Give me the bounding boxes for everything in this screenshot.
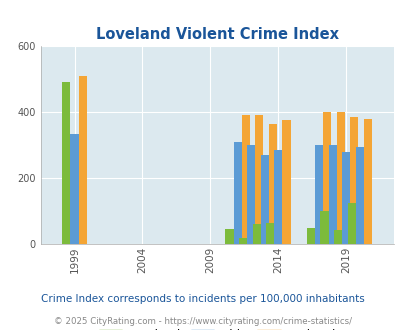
Bar	[79, 76, 87, 244]
Bar	[247, 145, 255, 244]
Bar	[274, 150, 282, 244]
Bar	[252, 224, 260, 244]
Bar	[328, 145, 336, 244]
Bar	[333, 230, 341, 244]
Title: Loveland Violent Crime Index: Loveland Violent Crime Index	[96, 27, 338, 42]
Bar	[255, 115, 263, 244]
Bar	[265, 223, 274, 244]
Bar	[260, 155, 268, 244]
Bar	[268, 124, 276, 244]
Bar	[336, 112, 344, 244]
Text: Crime Index corresponds to incidents per 100,000 inhabitants: Crime Index corresponds to incidents per…	[41, 294, 364, 304]
Bar	[225, 229, 233, 244]
Bar	[70, 134, 79, 244]
Bar	[239, 238, 247, 244]
Bar	[62, 82, 70, 244]
Legend: Loveland, Ohio, National: Loveland, Ohio, National	[95, 325, 339, 330]
Bar	[322, 112, 330, 244]
Bar	[233, 142, 241, 244]
Bar	[355, 147, 363, 244]
Bar	[282, 120, 290, 244]
Bar	[320, 211, 328, 244]
Bar	[306, 228, 314, 244]
Text: © 2025 CityRating.com - https://www.cityrating.com/crime-statistics/: © 2025 CityRating.com - https://www.city…	[54, 317, 351, 326]
Bar	[314, 145, 322, 244]
Bar	[350, 117, 358, 244]
Bar	[241, 115, 249, 244]
Bar	[363, 119, 371, 244]
Bar	[347, 203, 355, 244]
Bar	[341, 152, 350, 244]
